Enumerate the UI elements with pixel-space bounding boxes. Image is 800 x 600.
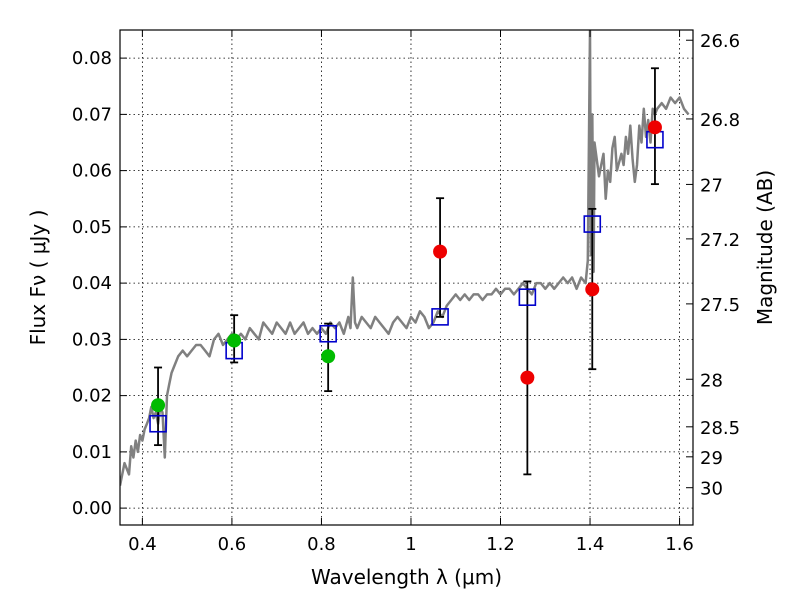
right-tick-label: 28.5: [700, 418, 740, 439]
model-band-point: [149, 414, 167, 433]
right-tick-label: 28: [700, 370, 723, 391]
red-data-point: [585, 282, 600, 297]
right-axis-label: Magnitude (AB): [753, 170, 777, 325]
y-tick-label: 0.02: [72, 386, 112, 407]
y-tick-label: 0.07: [72, 104, 112, 125]
x-tick-label: 1.2: [486, 534, 515, 555]
right-tick-label: 27.2: [700, 230, 740, 251]
green-data-point: [321, 349, 336, 364]
red-data-point: [433, 244, 448, 259]
right-tick-label: 29: [700, 448, 723, 469]
right-tick-label: 30: [700, 479, 723, 500]
y-tick-label: 0.04: [72, 273, 112, 294]
plot-area: [120, 30, 690, 486]
y-tick-label: 0.05: [72, 217, 112, 238]
model-band-point: [518, 288, 537, 306]
y-tick-label: 0.08: [72, 48, 112, 69]
x-tick-label: 1: [405, 534, 416, 555]
y-tick-label: 0.01: [72, 442, 112, 463]
right-tick-label: 26.8: [700, 110, 740, 131]
red-data-point: [520, 370, 535, 385]
green-data-point: [151, 398, 166, 413]
model-spectrum-line: [120, 30, 690, 486]
x-tick-label: 0.4: [128, 534, 157, 555]
red-data-point: [647, 120, 662, 135]
axis-ticks: 0.4 0.6 0.8 1 1.2 1.4 1.6 0.00 0.01 0.02 0.03 0.04 0…: [72, 30, 740, 555]
right-tick-label: 27.5: [700, 295, 740, 316]
right-tick-label: 26.6: [700, 31, 740, 52]
model-band-point: [583, 215, 602, 233]
x-tick-label: 1.6: [665, 534, 694, 555]
x-tick-label: 0.6: [218, 534, 247, 555]
x-tick-label: 0.8: [307, 534, 336, 555]
x-axis-label: Wavelength λ (μm): [311, 565, 502, 589]
green-data-point: [227, 333, 242, 348]
y-axis-label: Flux Fν ( μJy ): [26, 210, 50, 346]
y-tick-label: 0.00: [72, 498, 112, 519]
plot-frame: [119, 29, 694, 526]
x-tick-label: 1.4: [576, 534, 605, 555]
y-tick-label: 0.06: [72, 161, 112, 182]
model-band-point: [431, 308, 449, 326]
y-tick-label: 0.03: [72, 329, 112, 350]
right-tick-label: 27: [700, 175, 723, 196]
grid: [120, 30, 693, 525]
model-band-point: [319, 324, 337, 343]
